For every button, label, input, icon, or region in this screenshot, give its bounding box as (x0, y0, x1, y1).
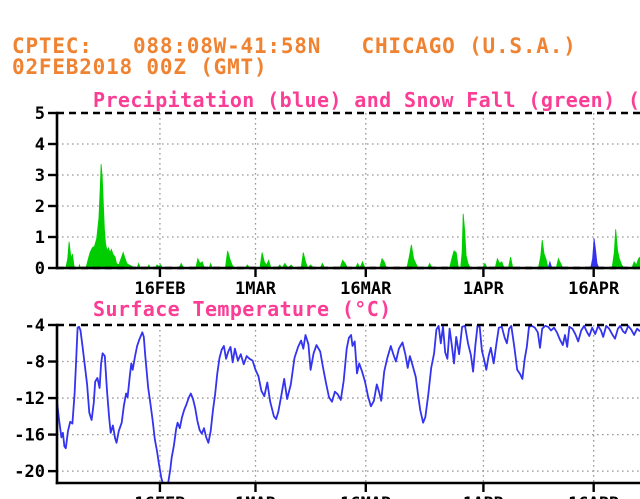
surface-temp-panel-x-tick-label: 1APR (463, 494, 505, 499)
precip-snow-panel-x-tick-label: 1APR (463, 279, 505, 299)
surface-temp-panel-x-tick-label: 1MAR (235, 494, 277, 499)
surface-temp-panel-y-tick-label: -12 (14, 389, 45, 409)
precip-snow-panel-x-tick-label: 16MAR (340, 279, 392, 299)
precip-snow-panel-y-tick-label: 3 (35, 166, 45, 186)
surface-temp-panel-y-tick-label: -20 (14, 462, 45, 482)
precip-snow-chart-title: Precipitation (blue) and Snow Fall (gree… (93, 88, 640, 112)
surface-temp-panel-y-tick-label: -4 (25, 316, 45, 336)
precip-snow-panel-x-tick-label: 1MAR (235, 279, 277, 299)
precip-snow-panel-y-tick-label: 0 (35, 259, 45, 279)
precip-snow-panel-series-0 (57, 164, 640, 269)
precip-snow-panel-x-tick-label: 16APR (568, 279, 620, 299)
precip-snow-panel-frame (55, 111, 640, 270)
surface-temp-panel-x-tick-label: 16MAR (340, 494, 392, 499)
surface-temp-panel-x-tick-label: 16FEB (134, 494, 185, 499)
surface-temp-panel-series-0 (57, 325, 640, 484)
header-datetime-line: 02FEB2018 00Z (GMT) (12, 55, 268, 79)
precip-snow-panel-series-1 (57, 238, 640, 269)
precip-snow-panel: 0 1 2 3 4 5 16FEB 1MAR 16MAR 1APR 16APR (35, 104, 640, 299)
precip-snow-panel-y-tick-label: 1 (35, 228, 45, 248)
precip-snow-panel-ticks (48, 111, 595, 277)
precip-snow-panel-grid (57, 113, 640, 268)
surface-temp-panel-grid (57, 325, 640, 483)
precip-snow-panel-y-tick-label: 4 (35, 135, 45, 155)
header-station-line: CPTEC: 088:08W-41:58N CHICAGO (U.S.A.) (12, 34, 577, 58)
surface-temp-panel-frame (55, 323, 640, 485)
surface-temp-panel-x-tick-label: 16APR (568, 494, 620, 499)
precip-snow-panel-y-tick-label: 5 (35, 104, 45, 124)
surface-temp-panel-ticks (48, 323, 595, 492)
precip-snow-panel-x-tick-label: 16FEB (134, 279, 185, 299)
surface-temp-panel: -4 -8 -12 -16 -20 16FEB 1MAR 16MAR 1APR 16APR (14, 316, 640, 499)
surface-temp-panel-y-tick-label: -16 (14, 426, 45, 446)
surface-temp-panel-y-tick-label: -8 (25, 353, 45, 373)
precip-snow-panel-y-tick-label: 2 (35, 197, 45, 217)
surface-temp-chart-title: Surface Temperature (°C) (93, 297, 392, 321)
